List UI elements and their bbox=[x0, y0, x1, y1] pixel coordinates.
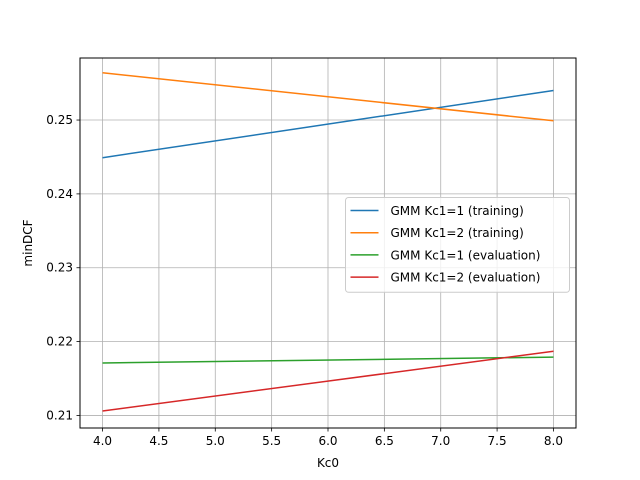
y-tick-label: 0.22 bbox=[46, 335, 73, 349]
legend-box bbox=[345, 197, 570, 293]
x-axis-label: Kc0 bbox=[317, 456, 339, 470]
y-axis: 0.21 0.22 0.23 0.24 0.25 bbox=[46, 113, 80, 422]
y-tick-label: 0.24 bbox=[46, 187, 73, 201]
series-line-3 bbox=[102, 356, 554, 364]
x-tick-label: 6.0 bbox=[318, 434, 337, 448]
legend-label: GMM Kc1=1 (training) bbox=[391, 204, 524, 218]
series-line-2 bbox=[102, 72, 554, 122]
y-tick-label: 0.25 bbox=[46, 113, 73, 127]
x-axis: 4.0 4.5 5.0 5.5 6.0 6.5 7.0 7.5 8.0 bbox=[93, 428, 563, 448]
x-tick-label: 4.0 bbox=[93, 434, 112, 448]
x-tick-label: 4.5 bbox=[149, 434, 168, 448]
x-tick-label: 6.5 bbox=[375, 434, 394, 448]
legend-label: GMM Kc1=2 (training) bbox=[391, 226, 524, 240]
legend-label: GMM Kc1=2 (evaluation) bbox=[391, 271, 541, 285]
x-tick-label: 5.0 bbox=[206, 434, 225, 448]
x-tick-label: 7.5 bbox=[488, 434, 507, 448]
x-tick-label: 8.0 bbox=[544, 434, 563, 448]
legend-label: GMM Kc1=1 (evaluation) bbox=[391, 248, 541, 262]
y-tick-label: 0.21 bbox=[46, 408, 73, 422]
series-line-1 bbox=[102, 89, 554, 159]
series-lines bbox=[102, 72, 554, 412]
legend: GMM Kc1=1 (training) GMM Kc1=2 (training)… bbox=[345, 197, 570, 293]
y-tick-label: 0.23 bbox=[46, 261, 73, 275]
series-line-4 bbox=[102, 350, 554, 412]
x-tick-label: 5.5 bbox=[262, 434, 281, 448]
x-tick-label: 7.0 bbox=[431, 434, 450, 448]
y-axis-label: minDCF bbox=[21, 219, 35, 266]
